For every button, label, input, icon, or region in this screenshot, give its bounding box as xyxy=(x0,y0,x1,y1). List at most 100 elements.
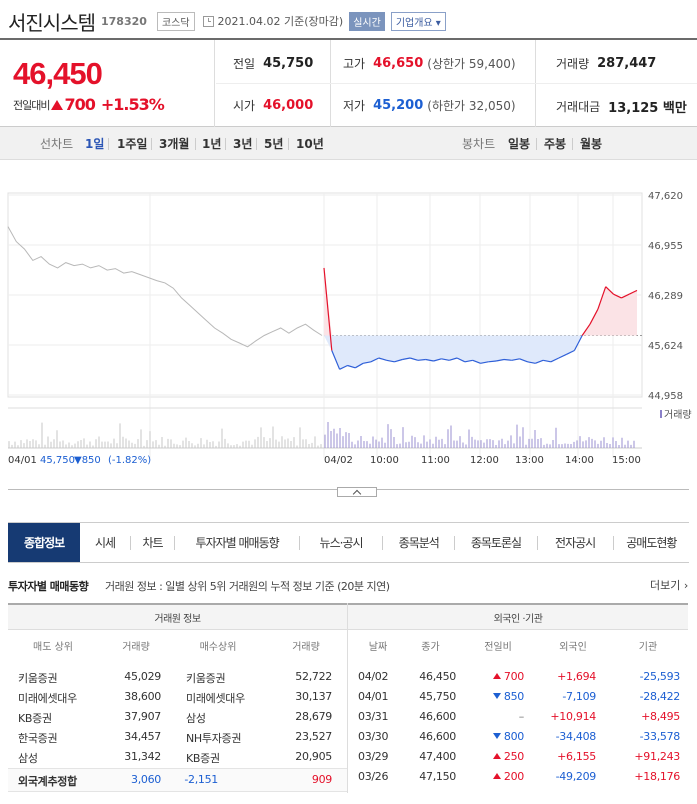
tab-3[interactable]: 투자자별 매매동향 xyxy=(195,536,280,550)
col-sell-top: 매도 상위 xyxy=(33,641,73,653)
tab-0[interactable]: 종합정보 xyxy=(8,523,81,562)
today-price-segment xyxy=(323,267,333,351)
open-label: 시가 xyxy=(233,99,256,113)
change-row: 전일대비 700 +1.53% xyxy=(13,95,165,114)
date-cell: 03/30 xyxy=(358,730,389,743)
more-link[interactable]: 더보기 › xyxy=(650,579,689,592)
tab-6[interactable]: 종목토론실 xyxy=(470,536,522,550)
high-value: 46,650 xyxy=(373,56,424,71)
date-cell: 03/26 xyxy=(358,770,389,783)
x-tick-label: 10:00 xyxy=(370,455,399,466)
sell-broker-name: 삼성 xyxy=(18,752,38,765)
close-cell: 46,600 xyxy=(419,710,456,723)
stock-header: 서진시스템 178320 코스닥 2021.04.02 기준(장마감) 실시간 … xyxy=(8,8,688,35)
close-cell: 46,600 xyxy=(419,730,456,743)
today-price-segment xyxy=(355,362,364,369)
tab-weekly-candle[interactable]: 주봉 xyxy=(544,137,567,151)
col-buy-volume: 거래량 xyxy=(292,641,320,653)
tab-10year[interactable]: 10년 xyxy=(296,137,324,151)
foreign-sum-label: 외국계추정합 xyxy=(18,775,77,788)
tab-4[interactable]: 뉴스·공시 xyxy=(319,536,364,550)
divider xyxy=(108,138,109,150)
tab-3month[interactable]: 3개월 xyxy=(159,137,190,151)
sell-volume: 34,457 xyxy=(124,730,161,743)
x-tick-label: 11:00 xyxy=(421,455,450,466)
volume-label: 거래량 xyxy=(556,57,590,71)
divider xyxy=(151,138,152,150)
foreign-net-cell: +6,155 xyxy=(557,750,596,763)
today-price-segment xyxy=(347,364,356,369)
foreign-sell: 3,060 xyxy=(131,773,161,786)
realtime-button[interactable]: 실시간 xyxy=(349,11,385,31)
today-price-segment xyxy=(339,364,348,370)
change-cell: 800 xyxy=(466,730,524,743)
today-price-segment xyxy=(378,357,387,361)
upper-limit: (상한가 59,400) xyxy=(427,57,516,71)
y-tick-label: 46,955 xyxy=(648,241,683,252)
tab-5year[interactable]: 5년 xyxy=(264,137,284,151)
buy-broker-name: 미래에셋대우 xyxy=(186,692,245,705)
investor-table-header: 외국인 ·기관 xyxy=(348,603,688,630)
foreign-net-cell: -34,408 xyxy=(555,730,597,743)
tab-daily-candle[interactable]: 일봉 xyxy=(508,137,531,151)
divider xyxy=(298,535,300,550)
tab-1day[interactable]: 1일 xyxy=(85,137,105,151)
divider xyxy=(572,138,573,150)
change-rate: +1.53% xyxy=(100,95,165,114)
tab-1[interactable]: 시세 xyxy=(94,536,116,550)
tab-monthly-candle[interactable]: 월봉 xyxy=(580,137,603,151)
current-price-box: 46,450 전일대비 700 +1.53% xyxy=(0,40,215,127)
price-chart[interactable]: 47,620 46,955 46,289 45,624 44,958 거래량 04/01 04… xyxy=(0,180,697,470)
col-buy-top: 매수상위 xyxy=(199,641,237,653)
today-price-segment xyxy=(511,358,520,361)
close-cell: 46,450 xyxy=(419,670,456,683)
foreign-buy: 909 xyxy=(311,773,332,786)
sell-volume: 31,342 xyxy=(124,750,161,763)
today-price-segment xyxy=(535,359,544,364)
tab-8[interactable]: 공매도현황 xyxy=(626,536,677,550)
today-price-segment xyxy=(573,335,583,351)
col-institution: 기관 xyxy=(638,641,658,653)
buy-volume: 20,905 xyxy=(295,750,332,763)
today-price-segment xyxy=(370,357,380,363)
sell-volume: 45,029 xyxy=(124,670,161,683)
change-value: 700 xyxy=(503,670,524,683)
close-cell: 47,150 xyxy=(419,770,456,783)
tab-2[interactable]: 차트 xyxy=(142,536,163,550)
tab-1year[interactable]: 1년 xyxy=(202,137,222,151)
low-value: 45,200 xyxy=(373,98,424,113)
today-price-segment xyxy=(386,359,395,363)
date-cell: 03/29 xyxy=(358,750,389,763)
today-price-segment xyxy=(394,358,403,363)
tab-5[interactable]: 종목분석 xyxy=(398,536,440,550)
today-price-segment xyxy=(628,289,638,295)
buy-broker-name: KB증권 xyxy=(186,752,220,765)
institution-net-cell: -33,578 xyxy=(639,730,681,743)
up-area-fill xyxy=(324,267,637,336)
col-close: 종가 xyxy=(421,641,440,653)
today-price-segment xyxy=(503,358,512,361)
tab-1week[interactable]: 1주일 xyxy=(117,137,148,151)
buy-volume: 23,527 xyxy=(295,730,332,743)
lower-limit: (하한가 32,050) xyxy=(427,99,516,113)
prev-close: 전일 45,750 xyxy=(233,55,313,72)
open-price: 시가 46,000 xyxy=(233,97,313,114)
today-price-segment xyxy=(362,361,372,364)
divider xyxy=(536,535,538,550)
tab-7[interactable]: 전자공시 xyxy=(555,536,596,550)
tab-3year[interactable]: 3년 xyxy=(233,137,253,151)
divider xyxy=(536,138,537,150)
divider xyxy=(612,535,614,550)
volume-legend-label: 거래량 xyxy=(664,409,692,421)
change-cell: 250 xyxy=(466,750,524,763)
chart-period-tabs: 선차트 1일 1주일 3개월 1년 3년 5년 10년 봉차트 일봉 주봉 월봉 xyxy=(0,127,697,160)
y-tick-label: 44,958 xyxy=(648,391,683,402)
up-arrow-icon xyxy=(51,99,64,110)
section-description: 거래원 정보 : 일별 상위 5위 거래원의 누적 정보 기준 (20분 지연) xyxy=(105,580,390,593)
collapse-chart-button[interactable] xyxy=(337,487,377,497)
company-overview-dropdown[interactable]: 기업개요 ▾ xyxy=(390,11,446,31)
change-value: 250 xyxy=(503,750,524,763)
change-cell: 700 xyxy=(466,670,524,683)
prev-value: 45,750 xyxy=(263,56,314,71)
change-value: 800 xyxy=(503,730,524,743)
